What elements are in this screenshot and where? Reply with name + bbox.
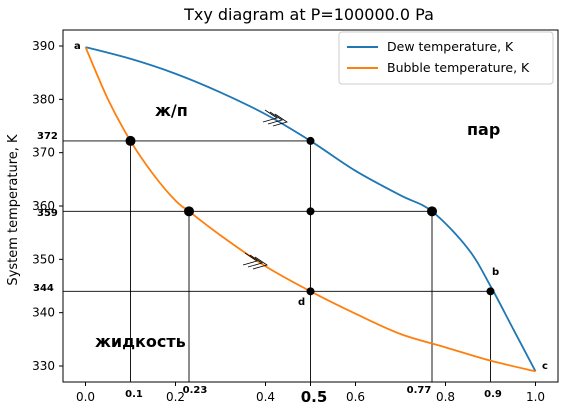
legend-bubble-label: Bubble temperature, K bbox=[387, 60, 530, 75]
point-c-label: c bbox=[542, 361, 548, 372]
region-two-phase-label: ж/п bbox=[155, 101, 188, 120]
legend: Dew temperature, K Bubble temperature, K bbox=[338, 31, 554, 85]
marker-point-4 bbox=[427, 206, 437, 217]
marker-point-0 bbox=[125, 135, 136, 146]
bubble-curve-arrow-stroke-1 bbox=[247, 254, 263, 268]
y-tick-label-3: 360 bbox=[32, 199, 55, 213]
y-axis-label: System temperature, K bbox=[6, 134, 21, 286]
y-tick-label-4: 370 bbox=[32, 146, 55, 160]
x-annotation-0-1: 0.1 bbox=[125, 389, 143, 400]
y-annotation-344: 344 bbox=[33, 283, 54, 294]
y-tick-label-2: 350 bbox=[32, 252, 55, 266]
marker-point-2 bbox=[184, 206, 194, 217]
bubble-curve-arrow-stroke-2 bbox=[252, 256, 268, 270]
point-d-label: d bbox=[298, 297, 305, 308]
y-annotation-372: 372 bbox=[37, 131, 58, 142]
y-annotation-359: 359 bbox=[37, 208, 58, 219]
dew-curve-arrow bbox=[262, 109, 288, 127]
marker-point-6 bbox=[486, 287, 495, 296]
marker-point-3 bbox=[306, 207, 315, 216]
x-tick-label-6: 1.0 bbox=[526, 390, 545, 404]
legend-dew-label: Dew temperature, K bbox=[387, 39, 514, 54]
x-tick-label-2: 0.4 bbox=[256, 390, 275, 404]
x-tick-label-5: 0.8 bbox=[436, 390, 455, 404]
marker-point-1 bbox=[306, 136, 315, 145]
dew-curve-arrow-stroke-2 bbox=[272, 113, 288, 127]
y-tick-label-6: 390 bbox=[32, 39, 55, 53]
x-tick-label-1: 0.2 bbox=[166, 390, 185, 404]
marker-point-5 bbox=[306, 287, 315, 296]
legend-box bbox=[338, 31, 554, 85]
y-tick-label-5: 380 bbox=[32, 92, 55, 106]
dew-curve-arrow-stroke-0 bbox=[262, 109, 278, 123]
x-annotation-0-5: 0.5 bbox=[301, 388, 328, 406]
x-annotation-0-23: 0.23 bbox=[183, 385, 208, 396]
region-liquid-label: жидкость bbox=[95, 332, 186, 351]
x-tick-label-0: 0.0 bbox=[76, 390, 95, 404]
axis-ticks: 0.0 0.2 0.4 0.6 0.8 1.0 330 340 350 360 370 380 390 bbox=[32, 39, 545, 404]
bubble-curve-arrow bbox=[242, 252, 268, 270]
x-annotation-0-9: 0.9 bbox=[484, 389, 502, 400]
bubble-curve-arrow-stroke-0 bbox=[242, 252, 258, 266]
y-tick-label-1: 340 bbox=[32, 306, 55, 320]
dew-curve-arrow-stroke-1 bbox=[267, 111, 283, 125]
x-tick-label-4: 0.6 bbox=[346, 390, 365, 404]
dew-temperature-line bbox=[85, 46, 537, 372]
point-a-label: a bbox=[74, 41, 81, 52]
region-vapor-label: пар bbox=[467, 120, 500, 139]
point-b-label: b bbox=[492, 267, 499, 278]
chart-title: Txy diagram at P=100000.0 Pa bbox=[183, 5, 434, 24]
x-annotation-0-77: 0.77 bbox=[407, 385, 432, 396]
y-tick-label-0: 330 bbox=[32, 359, 55, 373]
